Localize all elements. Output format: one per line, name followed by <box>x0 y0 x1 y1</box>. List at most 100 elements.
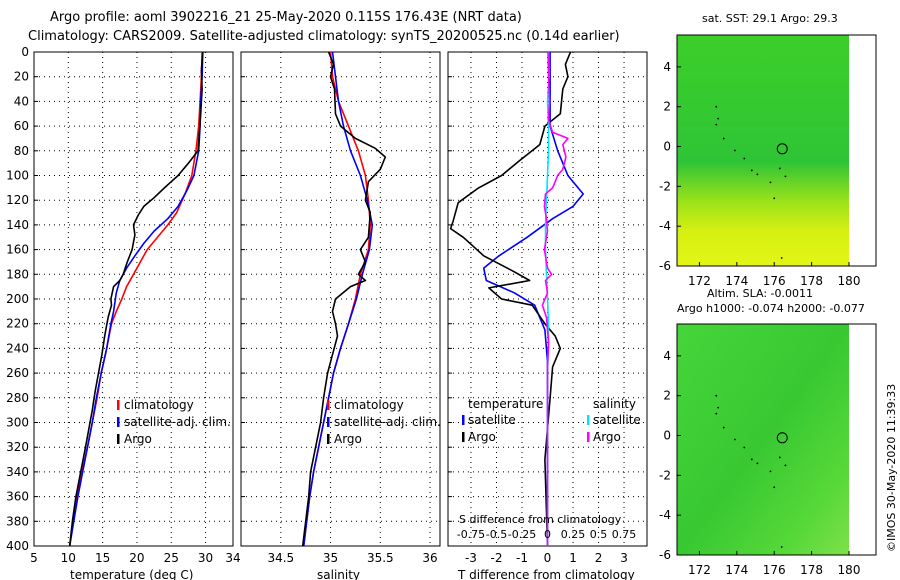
top-xtick-label: 0.75 <box>612 528 637 541</box>
xtick-label: 1 <box>569 551 577 565</box>
map-xtick-label: 176 <box>763 563 786 577</box>
xtick-label: 25 <box>164 551 179 565</box>
xtick-label: -3 <box>465 551 477 565</box>
legend-swatch-s-argo <box>587 432 590 442</box>
temperature-panel: 0 20 40 60 80 100 120 140 160 180 200 220 240 260 280 3… <box>6 45 241 580</box>
map-ytick-label: 2 <box>663 100 671 114</box>
island-marker <box>780 546 783 548</box>
island-marker <box>717 406 720 409</box>
xtick-label: 35 <box>323 551 338 565</box>
legend-swatch-satellite <box>117 417 120 427</box>
xtick-label: 30 <box>198 551 213 565</box>
series-t-argo <box>449 51 572 547</box>
xtick-label: 36 <box>422 551 437 565</box>
depth-tick-label: 280 <box>6 391 29 405</box>
island-marker <box>743 446 746 449</box>
top-xtick-label: 0.25 <box>561 528 586 541</box>
map-xtick-label: 172 <box>688 563 711 577</box>
legend-argo: Argo <box>124 432 152 446</box>
island-marker <box>773 197 776 200</box>
title-line-2: Climatology: CARS2009. Satellite-adjuste… <box>28 29 620 44</box>
legend-satellite-adj: satellite-adj. clim. <box>124 415 231 429</box>
top-xtick-label: 0 <box>544 528 551 541</box>
depth-tick-label: 360 <box>6 490 29 504</box>
sst-map-plot: 172 174 176 178 180 4 2 0 -2 -4 -6 <box>659 60 860 288</box>
map-xtick-label: 176 <box>763 274 786 288</box>
legend-swatch-argo <box>327 434 330 444</box>
top-xtick-label: -0.75 <box>457 528 485 541</box>
legend-s-satellite: satellite <box>593 413 641 427</box>
salinity-plot: 34.5 35 35.5 36 <box>241 51 440 565</box>
series-s-argo <box>541 51 569 546</box>
map-ytick-label: 0 <box>663 140 671 154</box>
map-ytick-label: -6 <box>659 259 671 273</box>
island-marker <box>778 456 781 459</box>
island-marker <box>750 169 753 172</box>
map-ytick-label: 0 <box>663 429 671 443</box>
legend-swatch-t-satellite <box>462 415 465 425</box>
island-marker <box>734 438 736 441</box>
sla-field <box>677 324 849 555</box>
xtick-label: 20 <box>129 551 144 565</box>
depth-tick-label: 60 <box>14 119 29 133</box>
island-marker <box>773 486 776 489</box>
depth-tick-label: 40 <box>14 94 29 108</box>
temperature-legend: climatology satellite-adj. clim. Argo <box>117 398 231 446</box>
xtick-label: 3 <box>620 551 628 565</box>
island-marker <box>756 462 759 465</box>
top-xtick-label: -0.25 <box>508 528 536 541</box>
xtick-label: 2 <box>595 551 603 565</box>
island-marker <box>769 181 772 184</box>
map-ytick-label: -2 <box>659 468 671 482</box>
legend-t-satellite: satellite <box>468 413 516 427</box>
legend-swatch-argo <box>117 434 120 444</box>
depth-tick-label: 220 <box>6 317 29 331</box>
map-ytick-label: -4 <box>659 508 671 522</box>
top-xtick-label: -0.5 <box>486 528 507 541</box>
legend-swatch-s-satellite <box>587 415 590 425</box>
xtick-label: 5 <box>30 551 38 565</box>
legend-t-argo: Argo <box>468 430 496 444</box>
xtick-label: 10 <box>61 551 76 565</box>
depth-tick-label: 140 <box>6 218 29 232</box>
xtick-label: 0 <box>544 551 552 565</box>
temperature-plot: 0 20 40 60 80 100 120 140 160 180 200 220 240 260 280 3… <box>6 45 241 565</box>
difference-panel: -3 -2 -1 0 1 2 3 -0.75 -0.5 -0.25 0 0.25 0.5 0.75 S d… <box>447 51 648 580</box>
difference-top-xlabel: S difference from climatology <box>459 513 622 526</box>
xtick-label: -2 <box>490 551 502 565</box>
map-xtick-label: 180 <box>838 563 861 577</box>
legend-temperature-header: temperature <box>468 397 543 411</box>
map-xtick-label: 180 <box>838 274 861 288</box>
island-marker <box>756 173 759 176</box>
legend-swatch-climatology <box>327 400 330 410</box>
xtick-label: 15 <box>95 551 110 565</box>
depth-tick-label: 20 <box>14 70 29 84</box>
map-ytick-label: 4 <box>663 60 671 74</box>
difference-legend: temperature satellite Argo salinity sate… <box>462 397 641 444</box>
depth-tick-label: 100 <box>6 169 29 183</box>
island-marker <box>715 105 718 108</box>
sst-missing-area <box>849 35 876 266</box>
depth-tick-label: 400 <box>6 539 29 553</box>
xtick-label: 34.5 <box>267 551 294 565</box>
map-ytick-label: -2 <box>659 179 671 193</box>
island-marker <box>778 167 781 170</box>
temperature-xlabel: temperature (deg C) <box>70 568 193 580</box>
argo-position-marker <box>776 432 788 444</box>
depth-tick-label: 340 <box>6 465 29 479</box>
depth-tick-label: 320 <box>6 440 29 454</box>
xtick-label: 34 <box>225 551 240 565</box>
salinity-xlabel: salinity <box>317 568 360 580</box>
sla-map-subtitle: Argo h1000: -0.074 h2000: -0.077 <box>677 302 865 315</box>
sla-map-title: Altim. SLA: -0.0011 <box>707 287 813 300</box>
sst-field <box>677 35 849 266</box>
legend-climatology: climatology <box>124 398 194 412</box>
legend-swatch-climatology <box>117 400 120 410</box>
depth-tick-label: 240 <box>6 341 29 355</box>
sla-map-plot: 172 174 176 178 180 4 2 0 -2 -4 -6 <box>659 349 860 577</box>
map-ytick-label: -6 <box>659 548 671 562</box>
top-xtick-label: 0.5 <box>590 528 608 541</box>
depth-tick-label: 260 <box>6 366 29 380</box>
depth-tick-label: 380 <box>6 514 29 528</box>
